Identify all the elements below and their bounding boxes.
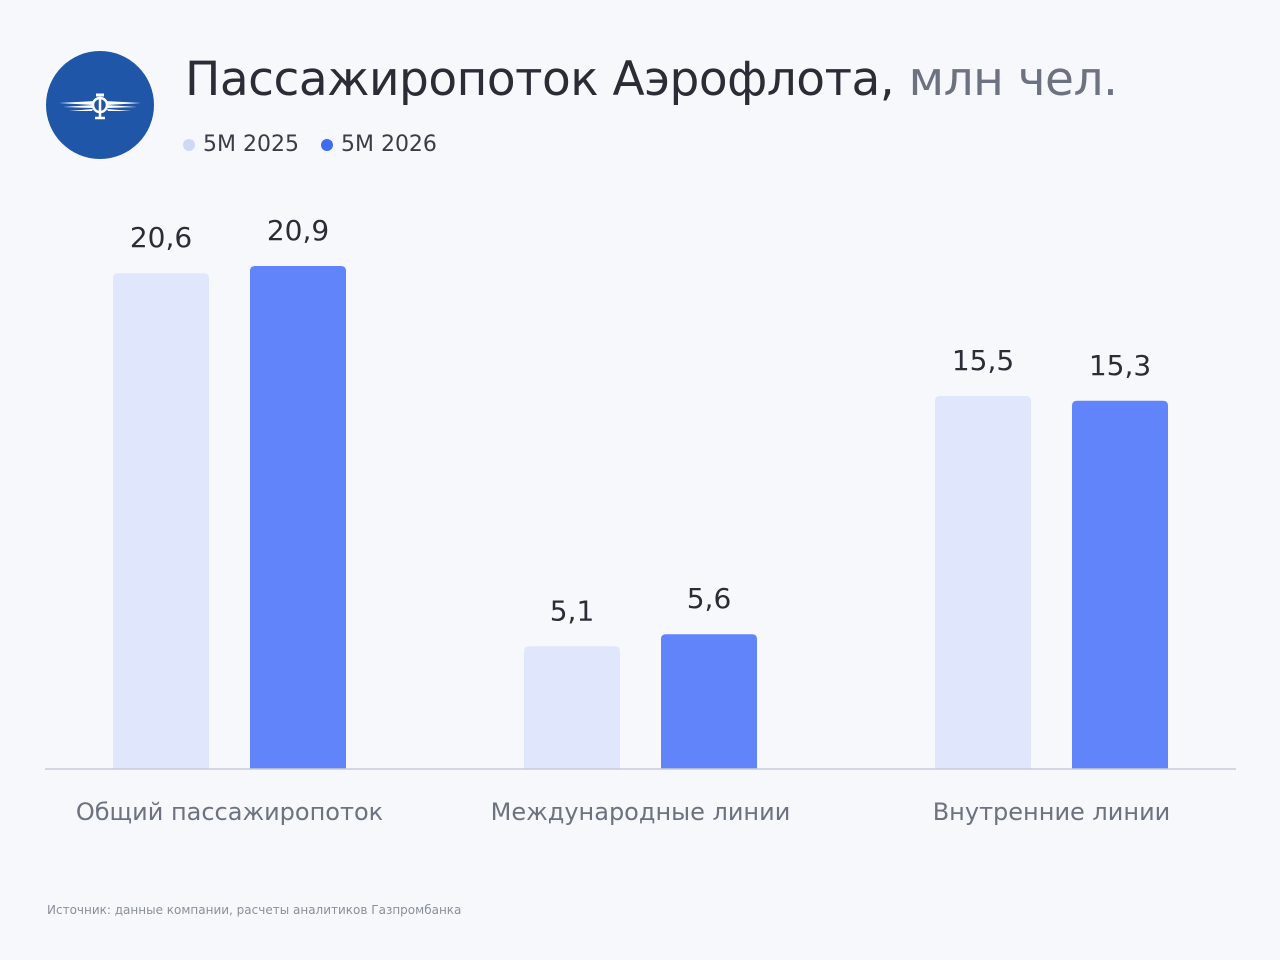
- page-title: Пассажиропоток Аэрофлота, млн чел.: [185, 52, 1118, 107]
- legend-item-2026: 5M 2026: [320, 132, 437, 157]
- data-label-2026-1: 5,6: [687, 582, 732, 615]
- bar-2025-0: [113, 273, 209, 769]
- source-note: Источник: данные компании, расчеты анали…: [47, 903, 462, 917]
- aeroflot-logo: [46, 51, 154, 159]
- category-label-1: Международные линии: [491, 798, 791, 826]
- legend-label-2026: 5M 2026: [340, 132, 437, 157]
- title-unit: млн чел.: [894, 52, 1118, 107]
- legend-label-2025: 5M 2025: [203, 132, 299, 157]
- category-label-0: Общий пассажиропоток: [76, 798, 383, 826]
- data-label-2025-2: 15,5: [952, 344, 1014, 377]
- data-label-2025-1: 5,1: [550, 594, 595, 627]
- bar-2025-2: [935, 395, 1031, 769]
- bar-2026-2: [1072, 400, 1168, 769]
- legend-dot-2026: [320, 138, 333, 151]
- chart-legend: 5M 2025 5M 2026: [183, 132, 437, 157]
- bar-2025-1: [524, 646, 620, 769]
- data-label-2025-0: 20,6: [130, 221, 192, 254]
- bar-2026-1: [661, 634, 757, 769]
- legend-dot-2025: [183, 138, 195, 151]
- data-label-2026-0: 20,9: [267, 214, 329, 247]
- data-label-2026-2: 15,3: [1089, 349, 1151, 382]
- category-label-2: Внутренние линии: [933, 798, 1171, 826]
- title-text: Пассажиропоток Аэрофлота,: [185, 52, 895, 107]
- aeroflot-winged-sickle-hammer-icon: [59, 93, 141, 120]
- legend-item-2025: 5M 2025: [183, 132, 299, 157]
- bar-2026-0: [250, 266, 346, 769]
